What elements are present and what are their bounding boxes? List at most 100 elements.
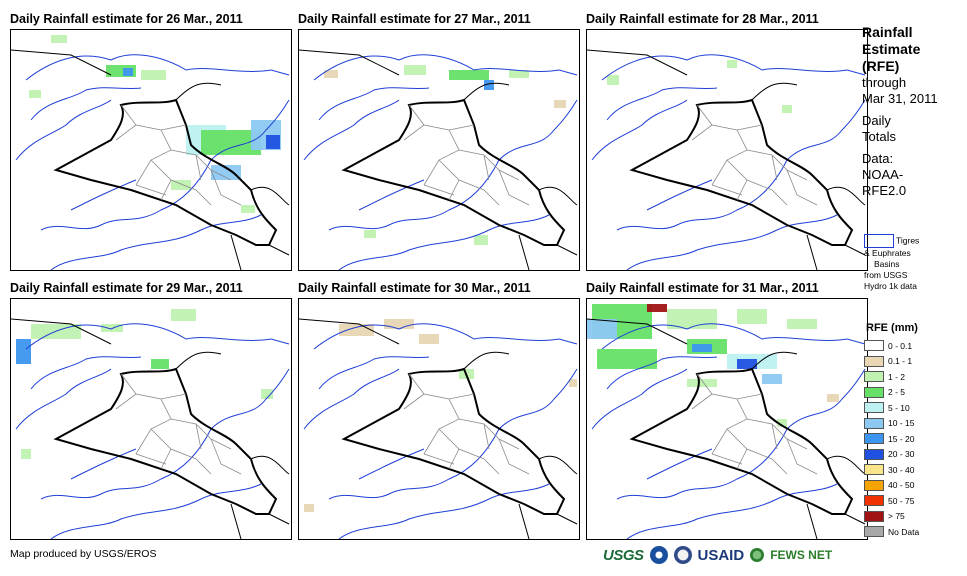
rain-patch xyxy=(787,319,817,329)
country-border xyxy=(629,98,854,246)
border-line xyxy=(299,49,578,270)
rain-patch xyxy=(211,165,241,180)
rfe-swatch xyxy=(864,495,884,507)
basin-outline xyxy=(303,54,578,270)
rfe-swatch xyxy=(864,340,884,352)
rfe-legend-item: 5 - 10 xyxy=(864,400,919,416)
rain-patch xyxy=(687,379,717,387)
rfe-label: 0.1 - 1 xyxy=(888,356,913,367)
fews-net-logo: FEWS NET xyxy=(770,548,833,562)
rain-patch xyxy=(241,205,255,213)
rain-patch xyxy=(509,70,529,78)
rain-patch xyxy=(737,359,757,369)
rfe-swatch xyxy=(864,479,884,491)
rain-patch xyxy=(597,349,657,369)
rfe-label: 50 - 75 xyxy=(888,495,915,506)
rfe-label: 20 - 30 xyxy=(888,449,915,460)
province-lines xyxy=(691,373,818,475)
border-line xyxy=(587,49,866,270)
rain-patch xyxy=(171,309,196,321)
rfe-swatch xyxy=(864,448,884,460)
rainfall-map xyxy=(298,29,580,271)
seal-logo-icon xyxy=(673,546,692,564)
noaa-logo-icon xyxy=(649,546,668,564)
legend-daily-totals: Daily Totals xyxy=(862,113,896,144)
rain-patch xyxy=(51,35,67,43)
panel-title: Daily Rainfall estimate for 30 Mar., 201… xyxy=(298,281,531,295)
border-line xyxy=(587,318,866,539)
rainfall-map xyxy=(10,29,292,271)
rfe-legend-item: 30 - 40 xyxy=(864,462,919,478)
rain-patch xyxy=(151,359,169,369)
province-lines xyxy=(403,373,530,475)
rfe-legend-item: 50 - 75 xyxy=(864,493,919,509)
rfe-label: 5 - 10 xyxy=(888,402,910,413)
rfe-swatch xyxy=(864,417,884,429)
rain-patch xyxy=(569,379,577,387)
province-lines xyxy=(403,104,530,206)
rfe-swatch xyxy=(864,433,884,445)
rain-patch xyxy=(364,230,376,238)
rain-patch xyxy=(587,319,617,339)
rain-patch xyxy=(171,180,191,190)
rain-patch xyxy=(384,319,414,329)
rfe-label: > 75 xyxy=(888,511,905,522)
rain-patch xyxy=(419,334,439,344)
rain-patch xyxy=(554,100,566,108)
rfe-legend-title: RFE (mm) xyxy=(866,322,918,334)
country-border xyxy=(53,98,278,246)
rain-patch xyxy=(449,70,489,80)
panel-title: Daily Rainfall estimate for 29 Mar., 201… xyxy=(10,281,243,295)
rain-patch xyxy=(782,105,792,113)
usaid-logo: USAID xyxy=(697,546,745,564)
panel-title: Daily Rainfall estimate for 26 Mar., 201… xyxy=(10,12,243,26)
rain-patch xyxy=(404,65,426,75)
rain-patch xyxy=(304,504,314,512)
legend-title: Rainfall Estimate (RFE) xyxy=(862,24,921,74)
rainfall-map xyxy=(10,298,292,540)
border-line xyxy=(11,49,290,270)
rainfall-map xyxy=(586,298,868,540)
rfe-legend-item: 10 - 15 xyxy=(864,416,919,432)
rfe-swatch xyxy=(864,371,884,383)
rfe-legend-item: 40 - 50 xyxy=(864,478,919,494)
rfe-label: 1 - 2 xyxy=(888,371,906,382)
rfe-label: 0 - 0.1 xyxy=(888,340,913,351)
basin-outline xyxy=(591,54,866,270)
rfe-legend-item: 20 - 30 xyxy=(864,447,919,463)
panel-title: Daily Rainfall estimate for 28 Mar., 201… xyxy=(586,12,819,26)
rain-patch xyxy=(647,304,667,312)
fews-globe-icon xyxy=(750,548,765,562)
rfe-label: 40 - 50 xyxy=(888,480,915,491)
rfe-legend-item: 15 - 20 xyxy=(864,431,919,447)
legend-through: through Mar 31, 2011 xyxy=(862,75,938,106)
rfe-legend-item: 0.1 - 1 xyxy=(864,354,919,370)
logo-strip: USGS USAID FEWS NET xyxy=(603,543,832,567)
legend: Rainfall Estimate (RFE) through Mar 31, … xyxy=(862,24,964,199)
rain-patch xyxy=(607,75,619,85)
rain-patch xyxy=(141,70,166,80)
rfe-label: 2 - 5 xyxy=(888,387,906,398)
rain-patch xyxy=(123,68,133,76)
rain-patch xyxy=(474,235,488,245)
border-line xyxy=(299,318,578,539)
province-lines xyxy=(115,104,242,206)
basin-outline xyxy=(591,323,866,539)
map-credit: Map produced by USGS/EROS xyxy=(10,548,157,560)
rainfall-map xyxy=(586,29,868,271)
rfe-swatch xyxy=(864,526,884,538)
basin-outline xyxy=(15,323,290,539)
rain-patch xyxy=(29,90,41,98)
rfe-legend: 0 - 0.1 0.1 - 1 1 - 2 2 - 5 5 - 10 10 - 15 15 … xyxy=(864,338,919,540)
basin-swatch xyxy=(864,234,894,248)
rain-patch xyxy=(727,60,737,68)
rfe-swatch xyxy=(864,355,884,367)
province-lines xyxy=(691,104,818,206)
rfe-legend-item: > 75 xyxy=(864,509,919,525)
rain-patch xyxy=(737,309,767,324)
legend-data-source: Data: NOAA- RFE2.0 xyxy=(862,151,907,198)
panel-title: Daily Rainfall estimate for 27 Mar., 201… xyxy=(298,12,531,26)
rfe-legend-item: No Data xyxy=(864,524,919,540)
rfe-label: 15 - 20 xyxy=(888,433,915,444)
rfe-label: No Data xyxy=(888,526,920,537)
